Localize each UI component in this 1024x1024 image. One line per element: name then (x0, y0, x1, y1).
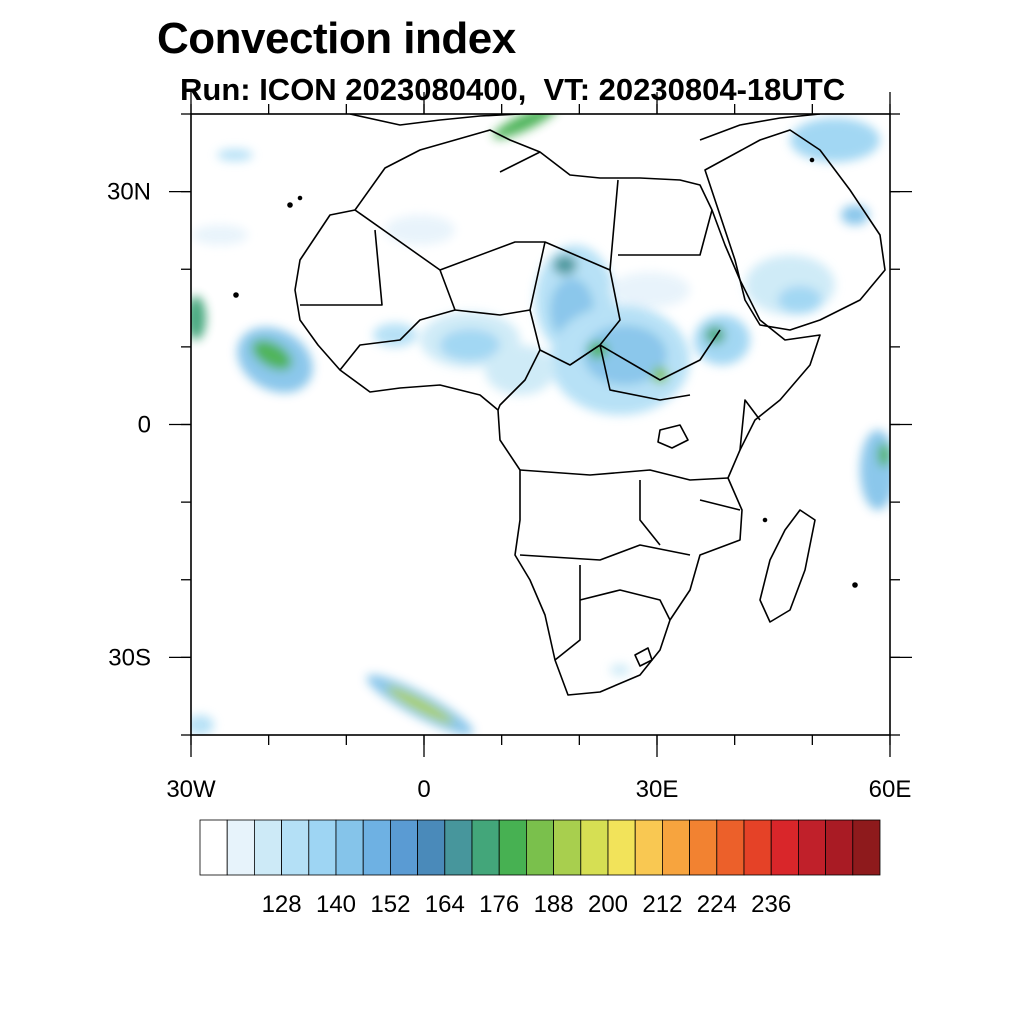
convection-area (192, 225, 248, 245)
africa-coastline (294, 129, 821, 696)
country-border (519, 544, 691, 561)
colorbar-box (281, 819, 310, 876)
colorbar-box (226, 819, 255, 876)
convection-area (373, 323, 417, 347)
turkey-coastline (699, 114, 821, 141)
convection-area (440, 329, 500, 361)
colorbar-box (553, 819, 582, 876)
convection-area (610, 272, 690, 308)
colorbar-label: 176 (479, 891, 519, 918)
country-border (497, 349, 541, 411)
colorbar-box (798, 819, 827, 876)
country-border (739, 399, 761, 451)
colorbar-box (580, 819, 609, 876)
colorbar-box (716, 819, 745, 876)
map-axes: 30W 0 30E 60E 30N 0 30S (107, 92, 912, 803)
y-tick-label: 30N (107, 179, 151, 206)
colorbar-label: 236 (751, 891, 791, 918)
lake-victoria (657, 424, 689, 449)
colorbar-label: 212 (642, 891, 682, 918)
colorbar-box (743, 819, 772, 876)
convection-area (610, 664, 630, 676)
madagascar-coastline (759, 509, 816, 623)
convection-area (553, 255, 577, 275)
country-border (554, 565, 581, 661)
convection-area (485, 345, 555, 395)
country-border (569, 329, 721, 381)
country-border (499, 151, 541, 173)
colorbar-box (634, 819, 663, 876)
convection-area (191, 715, 214, 735)
colorbar-box (607, 819, 636, 876)
convection-area (493, 114, 557, 139)
convection-area (217, 149, 253, 161)
chart-title: Convection index (157, 14, 516, 63)
lesotho-border (634, 647, 653, 667)
colorbar-box (444, 819, 473, 876)
country-border (454, 241, 546, 316)
colorbar-label: 140 (316, 891, 356, 918)
colorbar-label: 164 (425, 891, 465, 918)
colorbar-box (417, 819, 446, 876)
country-border (339, 269, 456, 371)
convection-area (878, 443, 890, 467)
colorbar-box (662, 819, 691, 876)
colorbar-label: 224 (697, 891, 737, 918)
y-tick-label: 0 (138, 412, 151, 439)
x-tick-label: 30E (636, 776, 679, 803)
convection-area (705, 326, 725, 344)
arabia-coastline (704, 129, 886, 331)
convection-area (841, 205, 869, 225)
country-border (519, 469, 729, 481)
country-border (618, 209, 713, 256)
colorbar-box (389, 819, 418, 876)
x-tick-label: 0 (417, 776, 430, 803)
country-border (599, 344, 691, 401)
country-border (579, 589, 671, 621)
convection-shading (191, 114, 890, 735)
colorbar-label: 200 (588, 891, 628, 918)
x-tick-label: 60E (869, 776, 912, 803)
country-border (699, 499, 741, 511)
convection-area (252, 339, 292, 371)
convection-area (588, 342, 608, 358)
country-border (639, 480, 661, 546)
europe-coastline (349, 114, 521, 126)
colorbar-box (498, 819, 527, 876)
colorbar-box (825, 819, 854, 876)
map-background (191, 114, 890, 735)
colorbar-box (471, 819, 500, 876)
colorbar-label: 188 (534, 891, 574, 918)
country-border (354, 179, 619, 271)
colorbar-box (770, 819, 799, 876)
colorbar-box (253, 819, 282, 876)
colorbar-label: 128 (262, 891, 302, 918)
colorbar-label: 152 (370, 891, 410, 918)
convection-area (385, 215, 455, 245)
convection-area (191, 296, 206, 340)
chart-subtitle: Run: ICON 2023080400, VT: 20230804-18UTC (180, 72, 846, 107)
convection-area (652, 367, 668, 383)
colorbar-box (689, 819, 718, 876)
country-border (300, 229, 383, 306)
colorbar-box (362, 819, 391, 876)
colorbar-box (308, 819, 337, 876)
convection-area (778, 286, 822, 314)
colorbar-box (526, 819, 555, 876)
colorbar-box (335, 819, 364, 876)
convection-area (386, 686, 454, 724)
y-tick-label: 30S (108, 644, 151, 671)
colorbar-box (199, 819, 228, 876)
x-tick-label: 30W (166, 776, 216, 803)
colorbar-box (852, 819, 881, 876)
colorbar: 128 140 152 164 176 188 200 212 224 236 (199, 819, 881, 918)
convection-area (790, 118, 880, 162)
land-outlines (233, 114, 886, 696)
